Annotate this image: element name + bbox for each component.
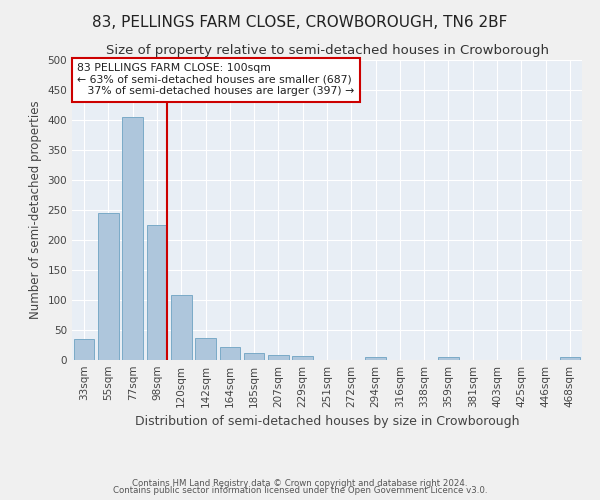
Text: 83, PELLINGS FARM CLOSE, CROWBOROUGH, TN6 2BF: 83, PELLINGS FARM CLOSE, CROWBOROUGH, TN…	[92, 15, 508, 30]
Bar	[171, 295, 191, 360]
Bar	[268, 355, 289, 360]
Bar	[292, 356, 313, 360]
Bar	[98, 213, 119, 360]
Text: Contains public sector information licensed under the Open Government Licence v3: Contains public sector information licen…	[113, 486, 487, 495]
Bar	[438, 357, 459, 360]
Text: Contains HM Land Registry data © Crown copyright and database right 2024.: Contains HM Land Registry data © Crown c…	[132, 478, 468, 488]
Bar	[244, 353, 265, 360]
X-axis label: Distribution of semi-detached houses by size in Crowborough: Distribution of semi-detached houses by …	[135, 416, 519, 428]
Bar	[146, 225, 167, 360]
Y-axis label: Number of semi-detached properties: Number of semi-detached properties	[29, 100, 42, 320]
Bar	[195, 338, 216, 360]
Bar	[122, 117, 143, 360]
Title: Size of property relative to semi-detached houses in Crowborough: Size of property relative to semi-detach…	[106, 44, 548, 58]
Text: 83 PELLINGS FARM CLOSE: 100sqm
← 63% of semi-detached houses are smaller (687)
 : 83 PELLINGS FARM CLOSE: 100sqm ← 63% of …	[77, 63, 355, 96]
Bar	[560, 357, 580, 360]
Bar	[220, 347, 240, 360]
Bar	[365, 357, 386, 360]
Bar	[74, 339, 94, 360]
